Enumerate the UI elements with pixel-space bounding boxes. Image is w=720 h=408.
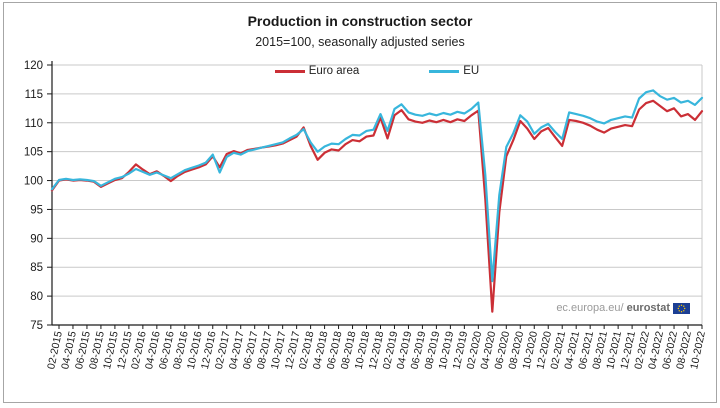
y-tick-label: 100 xyxy=(24,176,43,188)
y-tick-label: 115 xyxy=(25,89,43,101)
eurostat-watermark: ec.europa.eu/eurostat xyxy=(556,302,690,314)
watermark-eurostat-text: eurostat xyxy=(626,302,670,314)
y-tick-label: 95 xyxy=(30,204,43,216)
y-tick-label: 120 xyxy=(24,60,43,72)
y-tick-label: 85 xyxy=(30,262,43,274)
legend-label-eu: EU xyxy=(463,65,480,77)
series-line-euro-area xyxy=(50,99,704,313)
chart-legend: Euro area EU xyxy=(52,65,702,77)
series-line-eu xyxy=(50,89,704,283)
eu-flag-icon xyxy=(673,302,690,314)
chart-frame: Production in construction sector 2015=1… xyxy=(3,2,717,403)
y-tick-label: 75 xyxy=(30,320,43,332)
chart-canvas: 758085909510010511011512002-201504-20150… xyxy=(24,60,708,370)
chart-subtitle: 2015=100, seasonally adjusted series xyxy=(255,35,465,49)
eu-line-swatch xyxy=(429,69,460,73)
euro-area-line-swatch xyxy=(274,69,305,73)
y-tick-label: 105 xyxy=(24,147,43,159)
legend-label-euro-area: Euro area xyxy=(308,65,360,77)
y-tick-label: 110 xyxy=(25,118,43,130)
chart-title: Production in construction sector xyxy=(247,13,473,29)
legend-item-euro-area: Euro area xyxy=(274,65,360,77)
watermark-url-text: ec.europa.eu/ xyxy=(556,302,624,314)
y-tick-label: 80 xyxy=(30,291,43,303)
y-tick-label: 90 xyxy=(30,233,43,245)
legend-item-eu: EU xyxy=(429,65,479,77)
